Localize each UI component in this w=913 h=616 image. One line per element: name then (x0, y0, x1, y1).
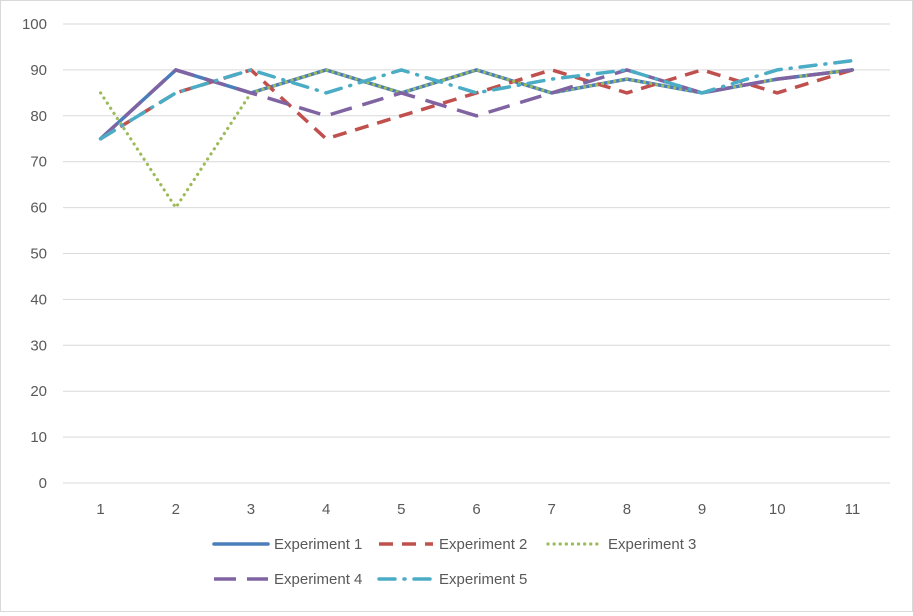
y-tick-label: 50 (30, 246, 47, 263)
y-tick-label: 20 (30, 383, 47, 400)
x-tick-label: 1 (96, 501, 104, 518)
x-tick-label: 3 (247, 501, 255, 518)
y-tick-label: 30 (30, 337, 47, 354)
y-tick-label: 100 (22, 16, 47, 33)
legend-label-experiment-5: Experiment 5 (439, 571, 527, 588)
x-tick-label: 11 (845, 501, 861, 518)
legend-label-experiment-3: Experiment 3 (608, 536, 696, 553)
legend-label-experiment-1: Experiment 1 (274, 536, 362, 553)
legend: Experiment 1 Experiment 2 Experiment 3 Expe… (212, 536, 696, 588)
x-tick-label: 7 (548, 501, 556, 518)
x-tick-label: 8 (623, 501, 631, 518)
x-tick-label: 6 (472, 501, 480, 518)
x-tick-label: 9 (698, 501, 706, 518)
x-tick-label: 2 (172, 501, 180, 518)
y-tick-label: 0 (39, 475, 47, 492)
y-tick-label: 70 (30, 154, 47, 171)
y-tick-label: 40 (30, 291, 47, 308)
y-tick-label: 10 (30, 429, 47, 446)
series-line-experiment-3 (98, 68, 855, 210)
series-line-experiment-4 (99, 68, 853, 141)
x-axis-tick-labels: 1 2 3 4 5 6 7 8 9 10 11 (96, 501, 860, 518)
y-tick-label: 80 (30, 108, 47, 125)
legend-label-experiment-4: Experiment 4 (274, 571, 362, 588)
y-axis-tick-labels: 0 10 20 30 40 50 60 70 80 90 100 (22, 16, 47, 492)
x-tick-label: 4 (322, 501, 330, 518)
y-tick-label: 60 (30, 200, 47, 217)
x-tick-label: 10 (769, 501, 786, 518)
y-tick-label: 90 (30, 62, 47, 79)
series-line-experiment-5 (98, 58, 855, 141)
legend-label-experiment-2: Experiment 2 (439, 536, 527, 553)
x-tick-label: 5 (397, 501, 405, 518)
series-lines (98, 58, 855, 210)
